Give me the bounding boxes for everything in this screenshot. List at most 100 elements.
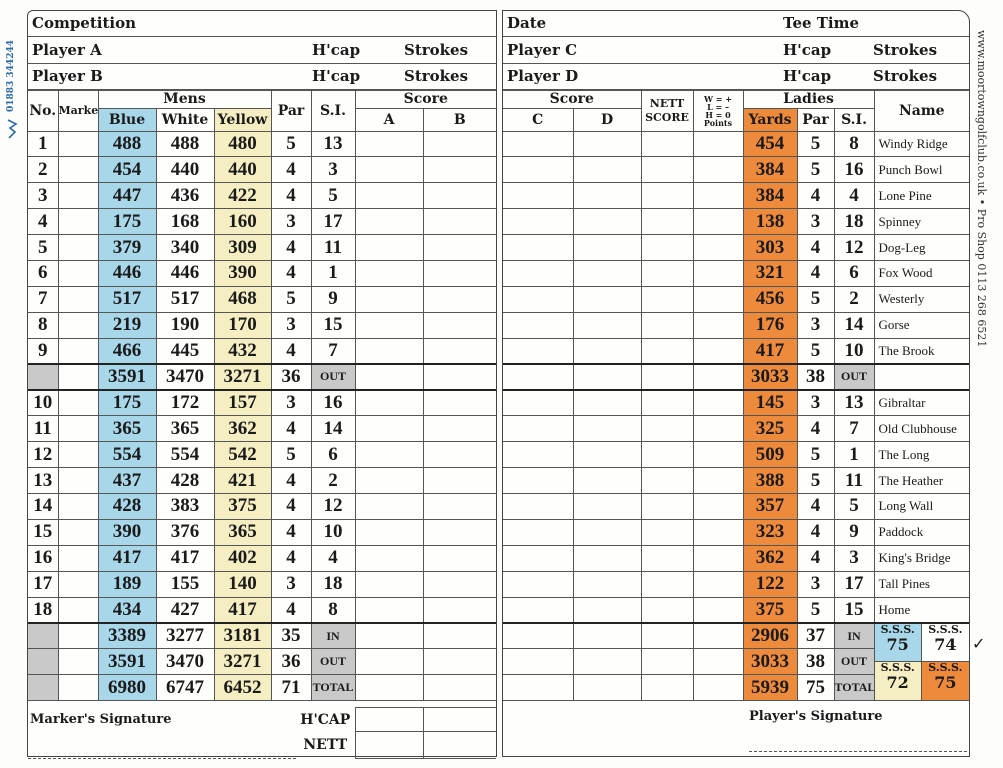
total-score-a[interactable] xyxy=(354,621,424,650)
score-c-cell[interactable] xyxy=(503,156,574,184)
score-a-cell[interactable] xyxy=(354,492,424,520)
score-a-cell[interactable] xyxy=(354,156,424,184)
score-a-cell[interactable] xyxy=(354,311,424,339)
marker-signature-line[interactable] xyxy=(28,731,296,759)
score-a-cell[interactable] xyxy=(354,234,424,261)
nett-score-cell[interactable] xyxy=(640,337,694,365)
nett-score-cell[interactable] xyxy=(640,259,694,287)
marker-cell[interactable] xyxy=(57,570,99,598)
points-cell[interactable] xyxy=(692,570,744,598)
points-cell[interactable] xyxy=(692,311,744,339)
nett-score-cell[interactable] xyxy=(640,467,694,494)
score-b-cell[interactable] xyxy=(422,596,496,624)
score-c-cell[interactable] xyxy=(503,544,574,572)
score-b-cell[interactable] xyxy=(422,337,496,365)
nett-score-cell[interactable] xyxy=(640,570,694,598)
score-a-cell[interactable] xyxy=(354,544,424,572)
points-cell[interactable] xyxy=(692,441,744,469)
nett-score-cell[interactable] xyxy=(640,415,694,443)
score-c-cell[interactable] xyxy=(503,388,574,417)
nett-cell-a[interactable] xyxy=(354,731,424,759)
marker-cell[interactable] xyxy=(57,388,99,417)
score-a-cell[interactable] xyxy=(354,208,424,236)
score-a-cell[interactable] xyxy=(354,337,424,365)
points-cell[interactable] xyxy=(692,596,744,624)
total-nett[interactable] xyxy=(640,674,694,702)
total-score-c[interactable] xyxy=(503,648,574,676)
score-d-cell[interactable] xyxy=(572,415,642,443)
total-score-d[interactable] xyxy=(572,621,642,650)
points-cell[interactable] xyxy=(692,208,744,236)
total-score-d[interactable] xyxy=(572,363,642,391)
score-c-cell[interactable] xyxy=(503,259,574,287)
total-score-c[interactable] xyxy=(503,674,574,702)
score-b-cell[interactable] xyxy=(422,130,496,158)
score-b-cell[interactable] xyxy=(422,492,496,520)
points-cell[interactable] xyxy=(692,518,744,546)
score-b-cell[interactable] xyxy=(422,388,496,417)
marker-cell[interactable] xyxy=(57,467,99,494)
points-cell[interactable] xyxy=(692,259,744,287)
score-a-cell[interactable] xyxy=(354,182,424,210)
total-score-d[interactable] xyxy=(572,648,642,676)
points-cell[interactable] xyxy=(692,285,744,313)
score-c-cell[interactable] xyxy=(503,208,574,236)
score-d-cell[interactable] xyxy=(572,492,642,520)
points-cell[interactable] xyxy=(692,544,744,572)
score-c-cell[interactable] xyxy=(503,311,574,339)
score-d-cell[interactable] xyxy=(572,441,642,469)
score-b-cell[interactable] xyxy=(422,570,496,598)
score-c-cell[interactable] xyxy=(503,337,574,365)
score-d-cell[interactable] xyxy=(572,518,642,546)
score-a-cell[interactable] xyxy=(354,570,424,598)
score-d-cell[interactable] xyxy=(572,130,642,158)
nett-score-cell[interactable] xyxy=(640,596,694,624)
total-score-a[interactable] xyxy=(354,648,424,676)
nett-score-cell[interactable] xyxy=(640,492,694,520)
score-c-cell[interactable] xyxy=(503,182,574,210)
score-a-cell[interactable] xyxy=(354,130,424,158)
score-b-cell[interactable] xyxy=(422,415,496,443)
hcap-cell-a[interactable] xyxy=(354,707,424,732)
score-a-cell[interactable] xyxy=(354,415,424,443)
total-score-b[interactable] xyxy=(422,674,496,702)
nett-score-cell[interactable] xyxy=(640,208,694,236)
score-a-cell[interactable] xyxy=(354,388,424,417)
marker-cell[interactable] xyxy=(57,441,99,469)
score-d-cell[interactable] xyxy=(572,285,642,313)
total-nett[interactable] xyxy=(640,363,694,391)
score-b-cell[interactable] xyxy=(422,182,496,210)
player-signature-line[interactable] xyxy=(749,751,967,752)
total-points[interactable] xyxy=(692,621,744,650)
marker-cell[interactable] xyxy=(57,544,99,572)
marker-cell[interactable] xyxy=(57,337,99,365)
marker-cell[interactable] xyxy=(57,415,99,443)
score-c-cell[interactable] xyxy=(503,518,574,546)
score-b-cell[interactable] xyxy=(422,518,496,546)
points-cell[interactable] xyxy=(692,156,744,184)
nett-cell-b[interactable] xyxy=(422,731,496,759)
total-score-c[interactable] xyxy=(503,621,574,650)
nett-score-cell[interactable] xyxy=(640,285,694,313)
total-score-a[interactable] xyxy=(354,674,424,702)
score-b-cell[interactable] xyxy=(422,156,496,184)
score-b-cell[interactable] xyxy=(422,467,496,494)
score-d-cell[interactable] xyxy=(572,311,642,339)
score-d-cell[interactable] xyxy=(572,259,642,287)
hcap-cell-b[interactable] xyxy=(422,707,496,732)
score-d-cell[interactable] xyxy=(572,337,642,365)
score-d-cell[interactable] xyxy=(572,156,642,184)
total-points[interactable] xyxy=(692,363,744,391)
points-cell[interactable] xyxy=(692,130,744,158)
marker-cell[interactable] xyxy=(57,285,99,313)
score-a-cell[interactable] xyxy=(354,467,424,494)
points-cell[interactable] xyxy=(692,492,744,520)
score-b-cell[interactable] xyxy=(422,311,496,339)
score-b-cell[interactable] xyxy=(422,544,496,572)
score-d-cell[interactable] xyxy=(572,234,642,261)
score-c-cell[interactable] xyxy=(503,570,574,598)
total-score-d[interactable] xyxy=(572,674,642,702)
score-c-cell[interactable] xyxy=(503,234,574,261)
marker-cell[interactable] xyxy=(57,234,99,261)
nett-score-cell[interactable] xyxy=(640,518,694,546)
